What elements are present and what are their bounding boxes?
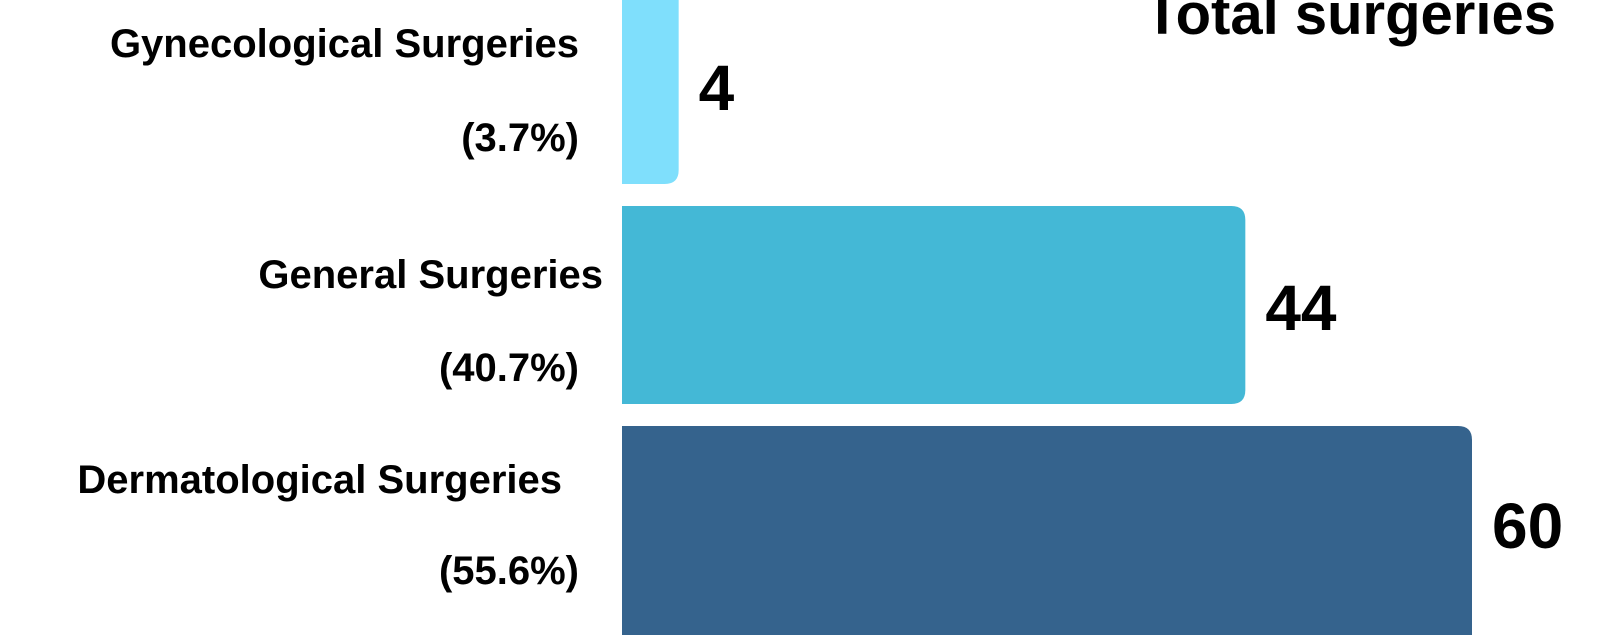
category-label-general-surgeries: General Surgeries bbox=[258, 253, 603, 297]
value-label-gynecological-surgeries: 4 bbox=[699, 52, 735, 124]
chart-title: Total surgeries bbox=[1145, 0, 1557, 47]
bar-general-surgeries bbox=[622, 206, 1246, 404]
category-label-gynecological-surgeries: Gynecological Surgeries bbox=[110, 22, 579, 66]
percent-label-general-surgeries: (40.7%) bbox=[439, 346, 579, 390]
bar-dermatological-surgeries bbox=[622, 426, 1472, 635]
category-label-dermatological-surgeries: Dermatological Surgeries bbox=[77, 458, 562, 502]
bars-layer bbox=[622, 0, 1472, 635]
percent-label-gynecological-surgeries: (3.7%) bbox=[461, 116, 579, 160]
value-label-dermatological-surgeries: 60 bbox=[1492, 490, 1563, 562]
bar-gynecological-surgeries bbox=[622, 0, 679, 184]
value-label-general-surgeries: 44 bbox=[1265, 272, 1337, 344]
labels-layer: 4 Gynecological Surgeries (3.7%) 44 General … bbox=[77, 22, 1563, 593]
percent-label-dermatological-surgeries: (55.6%) bbox=[439, 549, 579, 593]
